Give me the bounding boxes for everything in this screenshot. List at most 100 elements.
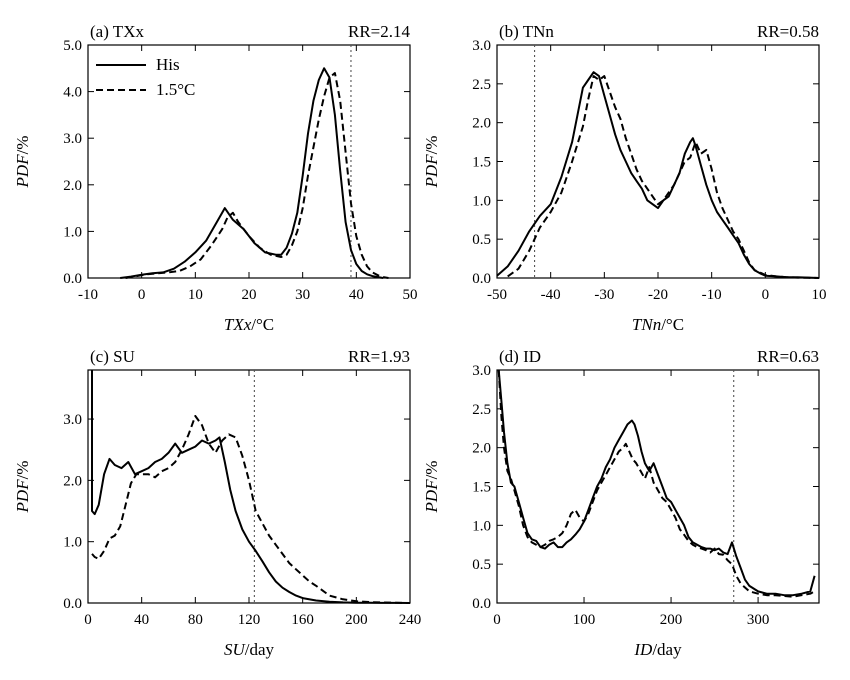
series-line-historical [120, 67, 384, 279]
series-line-historical [91, 370, 411, 604]
x-tick-label: 50 [403, 287, 418, 303]
series-line-historical [496, 71, 820, 279]
chart-panel-2: -50 -40 -30 -20 -10 0 10 0.0 0.5 1.0 1.5 2.0 2.5 3.0 (… [422, 22, 827, 334]
x-tick-label: 40 [134, 612, 149, 628]
x-tick-label: 0 [84, 612, 92, 628]
y-axis-variable: PDF [13, 154, 32, 189]
x-axis-unit: /°C [661, 315, 684, 334]
x-tick-label: 200 [660, 612, 683, 628]
risk-ratio-label: RR=0.58 [757, 22, 819, 41]
x-tick-label: 0 [493, 612, 501, 628]
x-tick-label: 100 [573, 612, 596, 628]
y-tick-label: 2.5 [472, 402, 491, 418]
y-axis-label: PDF/% [13, 461, 32, 514]
plot-frame [87, 44, 411, 279]
legend: His 1.5°C [96, 55, 195, 99]
x-tick-label: 300 [747, 612, 770, 628]
x-tick-label: -20 [648, 287, 668, 303]
y-axis-unit: /% [422, 461, 441, 480]
risk-ratio-label: RR=0.63 [757, 347, 819, 366]
series-line-warming [497, 369, 816, 598]
y-tick-label: 3.0 [63, 131, 82, 147]
y-tick-label: 3.0 [472, 363, 491, 379]
panel-title: (b) TNn [499, 22, 554, 41]
y-axis-label: PDF/% [422, 461, 441, 514]
plot-frame [496, 369, 820, 604]
x-axis-variable: ID [633, 640, 653, 659]
x-tick-label: 20 [242, 287, 257, 303]
x-tick-label: -30 [594, 287, 614, 303]
x-tick-label: 10 [188, 287, 203, 303]
panel-title: (d) ID [499, 347, 541, 366]
x-tick-label: 30 [295, 287, 310, 303]
x-tick-label: 80 [188, 612, 203, 628]
legend-label: 1.5°C [156, 80, 195, 99]
chart-panel-1: -10 0 10 20 30 40 50 0.0 1.0 2.0 3.0 4.0 5.0 (a) TXx R… [13, 22, 418, 334]
x-tick-label: -40 [541, 287, 561, 303]
series-line-warming [91, 415, 411, 604]
y-axis-label: PDF/% [13, 136, 32, 189]
plot-frame [87, 369, 411, 604]
risk-ratio-label: RR=2.14 [348, 22, 411, 41]
y-axis-unit: /% [13, 461, 32, 480]
x-tick-label: 120 [238, 612, 261, 628]
x-tick-label: 0 [762, 287, 770, 303]
x-axis-unit: /day [652, 640, 682, 659]
y-axis-unit: /% [13, 136, 32, 155]
x-axis-unit: /°C [251, 315, 274, 334]
x-tick-label: -10 [78, 287, 98, 303]
x-axis-label: TNn/°C [632, 315, 684, 334]
y-tick-label: 1.5 [472, 155, 491, 171]
x-axis-unit: /day [245, 640, 275, 659]
y-axis-variable: PDF [13, 479, 32, 514]
x-axis-label: ID/day [633, 640, 682, 659]
y-tick-label: 2.0 [472, 116, 491, 132]
y-tick-label: 1.0 [472, 518, 491, 534]
x-axis-variable: TXx [224, 315, 252, 334]
y-axis-label: PDF/% [422, 136, 441, 189]
x-tick-label: 160 [291, 612, 314, 628]
y-tick-label: 1.0 [472, 193, 491, 209]
y-tick-label: 1.0 [63, 224, 82, 240]
x-axis-label: SU/day [224, 640, 275, 659]
y-tick-label: 2.0 [63, 473, 82, 489]
y-tick-label: 1.5 [472, 480, 491, 496]
x-tick-label: 200 [345, 612, 368, 628]
panel-title: (a) TXx [90, 22, 144, 41]
panel-title: (c) SU [90, 347, 135, 366]
y-tick-label: 0.0 [63, 271, 82, 287]
y-axis-variable: PDF [422, 154, 441, 189]
chart-panel-3: 0 40 80 120 160 200 240 0.0 1.0 2.0 3.0 (c) SU RR=1.… [13, 347, 421, 659]
risk-ratio-label: RR=1.93 [348, 347, 410, 366]
y-tick-label: 0.0 [472, 271, 491, 287]
series-line-warming [125, 72, 389, 279]
x-tick-label: -50 [487, 287, 507, 303]
y-tick-label: 0.0 [472, 596, 491, 612]
y-tick-label: 2.0 [63, 178, 82, 194]
x-tick-label: -10 [702, 287, 722, 303]
y-tick-label: 1.0 [63, 535, 82, 551]
y-tick-label: 3.0 [472, 38, 491, 54]
y-axis-variable: PDF [422, 479, 441, 514]
x-tick-label: 40 [349, 287, 364, 303]
y-tick-label: 5.0 [63, 38, 82, 54]
x-tick-label: 240 [399, 612, 422, 628]
y-axis-unit: /% [422, 136, 441, 155]
x-axis-label: TXx/°C [224, 315, 274, 334]
y-tick-label: 3.0 [63, 412, 82, 428]
x-axis-variable: SU [224, 640, 247, 659]
y-tick-label: 0.5 [472, 232, 491, 248]
chart-panel-4: 0 100 200 300 0.0 0.5 1.0 1.5 2.0 2.5 3.0 (d) ID RR=… [422, 347, 820, 659]
x-tick-label: 0 [138, 287, 146, 303]
x-tick-label: 10 [812, 287, 827, 303]
y-tick-label: 2.5 [472, 77, 491, 93]
y-tick-label: 4.0 [63, 85, 82, 101]
plot-frame [496, 44, 820, 279]
series-line-warming [507, 75, 820, 279]
y-tick-label: 2.0 [472, 441, 491, 457]
y-tick-label: 0.0 [63, 596, 82, 612]
series-line-historical [497, 369, 816, 597]
legend-label: His [156, 55, 180, 74]
y-tick-label: 0.5 [472, 557, 491, 573]
